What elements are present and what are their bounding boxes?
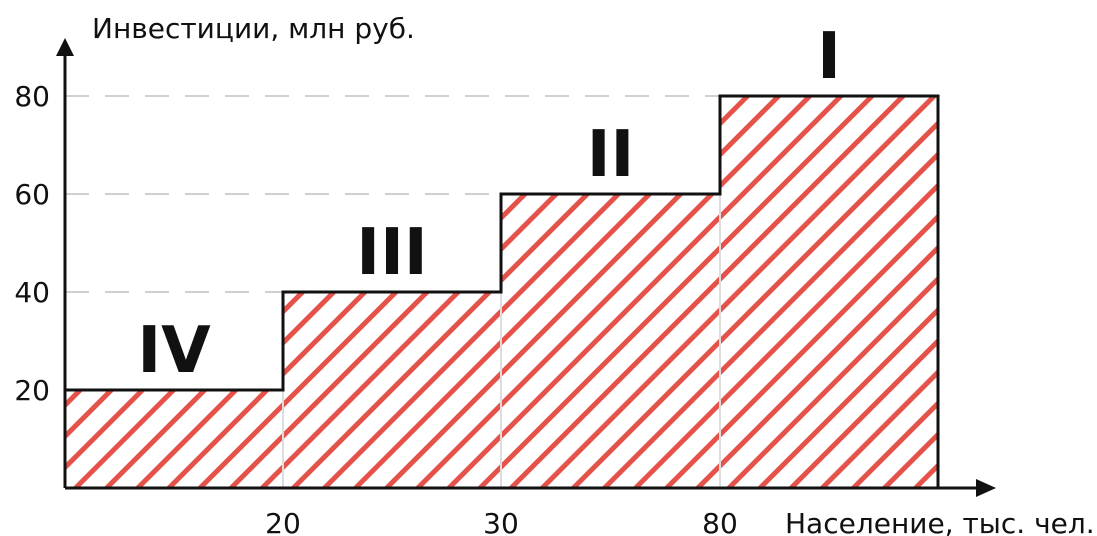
zone-label-ii: II bbox=[587, 118, 635, 192]
y-tick-label: 60 bbox=[14, 178, 50, 211]
x-axis-label: Население, тыс. чел. bbox=[785, 507, 1095, 536]
step-outline bbox=[65, 94, 940, 488]
axes bbox=[56, 38, 996, 497]
zone-label-i: I bbox=[817, 20, 841, 94]
step-bar-i bbox=[720, 96, 938, 488]
y-tick-label: 80 bbox=[14, 80, 50, 113]
chart-labels: Инвестиции, млн руб. Население, тыс. чел… bbox=[14, 12, 1094, 536]
x-tick-label: 20 bbox=[265, 507, 301, 536]
step-bar-iv bbox=[65, 390, 283, 488]
zone-label-iv: IV bbox=[137, 314, 211, 388]
y-tick-label: 20 bbox=[14, 374, 50, 407]
hatched-area bbox=[65, 94, 940, 488]
zone-label-iii: III bbox=[356, 216, 427, 290]
step-bar-iii bbox=[283, 292, 501, 488]
x-axis-arrow-icon bbox=[976, 479, 996, 497]
step-bar-ii bbox=[501, 194, 720, 488]
x-tick-label: 30 bbox=[483, 507, 519, 536]
y-axis-arrow-icon bbox=[56, 38, 74, 56]
y-axis-label: Инвестиции, млн руб. bbox=[92, 12, 415, 45]
y-tick-label: 40 bbox=[14, 276, 50, 309]
x-tick-label: 80 bbox=[702, 507, 738, 536]
